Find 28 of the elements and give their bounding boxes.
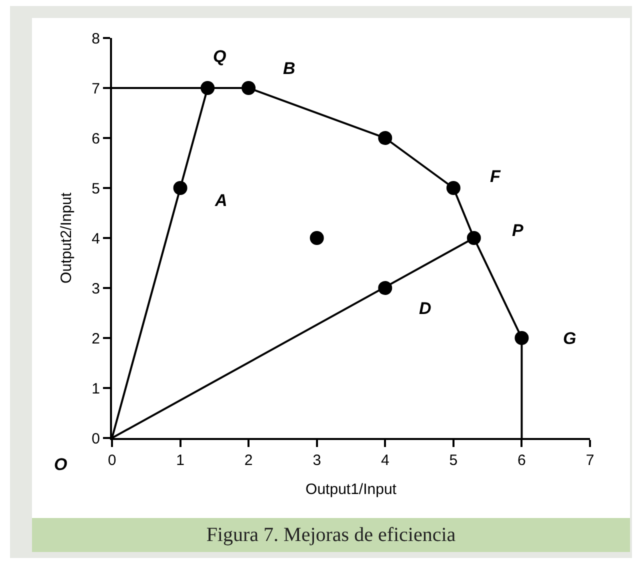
y-tick-label: 2 (92, 330, 100, 348)
y-axis-title: Output2/Input (58, 192, 75, 284)
x-tick-label: 0 (108, 452, 116, 469)
y-tick-label: 0 (92, 430, 100, 448)
x-tick-label: 3 (312, 452, 322, 469)
annotation: O (54, 455, 68, 474)
y-tick-label: 4 (92, 230, 100, 248)
y-tick-label: 1 (92, 380, 100, 398)
x-axis-title: Output1/Input (306, 481, 398, 498)
x-tick-label: 7 (586, 452, 594, 469)
y-tick-label: 8 (92, 30, 100, 48)
x-tick-label: 6 (518, 452, 526, 469)
annotation: B (283, 59, 296, 78)
annotation: A (214, 191, 228, 210)
annotation: D (419, 299, 432, 318)
text: Figura 7. Mejoras de eficiencia (32, 518, 630, 552)
y-tick-label: 5 (92, 180, 100, 198)
annotation: P (512, 221, 524, 240)
annotation: G (563, 329, 576, 348)
y-tick-label: 3 (92, 280, 100, 298)
x-tick-label: 4 (380, 452, 390, 469)
annotation: F (490, 167, 501, 186)
x-tick-label: 5 (449, 452, 458, 469)
annotation: Q (213, 47, 226, 66)
x-tick-label: 1 (176, 452, 184, 469)
y-tick-label: 7 (92, 80, 100, 98)
x-tick-label: 2 (244, 452, 253, 469)
y-tick-label: 6 (92, 130, 100, 148)
